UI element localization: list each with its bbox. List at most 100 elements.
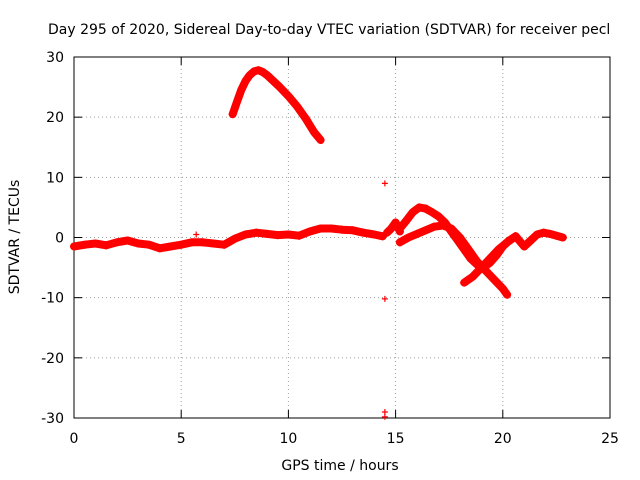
series-main-band (70, 224, 387, 253)
data-point (498, 284, 507, 293)
data-point (359, 228, 368, 237)
grid-lines (74, 57, 610, 418)
data-point (413, 229, 422, 238)
axis-ticks: 0 5 10 15 20 25 -30 -20 -10 0 10 20 30 (41, 50, 619, 447)
data-point (408, 208, 417, 217)
data-point (198, 238, 207, 247)
data-point (348, 226, 357, 235)
data-point (292, 102, 301, 111)
y-tick-label: 30 (46, 50, 64, 66)
data-point (187, 238, 196, 247)
data-point (209, 239, 218, 248)
data-point (230, 234, 239, 243)
y-tick-label: 10 (46, 170, 64, 186)
data-point (434, 212, 443, 221)
data-point (134, 239, 143, 248)
data-point (228, 110, 237, 119)
data-point (473, 257, 482, 266)
data-point (310, 128, 319, 137)
series-high-arc (228, 66, 325, 145)
data-point (316, 224, 325, 233)
data-point (237, 86, 246, 95)
data-point (438, 221, 447, 230)
y-tick-label: 0 (55, 231, 64, 247)
data-point (327, 224, 336, 233)
data-point (262, 229, 271, 238)
data-point (533, 230, 542, 239)
data-point (284, 230, 293, 239)
data-point (241, 230, 250, 239)
data-point (273, 231, 282, 240)
chart-title: Day 295 of 2020, Sidereal Day-to-day VTE… (48, 22, 610, 38)
series-lower-arc (395, 221, 512, 299)
data-point (102, 241, 111, 250)
data-point (520, 242, 529, 251)
data-point (112, 238, 121, 247)
data-point (370, 230, 379, 239)
data-point (245, 71, 254, 80)
data-point (155, 244, 164, 253)
data-point (430, 222, 439, 231)
x-tick-label: 10 (279, 431, 297, 447)
data-point (383, 228, 392, 237)
data-point (381, 180, 388, 187)
data-point (428, 208, 437, 217)
data-point (490, 275, 499, 284)
data-point (220, 240, 229, 249)
data-point (494, 245, 503, 254)
data-point (250, 67, 259, 76)
x-tick-label: 25 (601, 431, 619, 447)
data-point (232, 98, 241, 107)
x-tick-label: 15 (387, 431, 405, 447)
data-point (284, 92, 293, 101)
data-point (145, 240, 154, 249)
data-point (421, 226, 430, 235)
series-band (70, 224, 387, 253)
data-point (402, 216, 411, 225)
data-point (391, 218, 400, 227)
data-point (80, 240, 89, 249)
data-point (258, 68, 267, 77)
data-point (503, 290, 512, 299)
data-point (395, 224, 404, 233)
y-tick-label: -10 (41, 291, 64, 307)
x-tick-label: 0 (70, 431, 79, 447)
data-point (262, 71, 271, 80)
data-point (316, 136, 325, 145)
data-point (295, 231, 304, 240)
y-tick-label: -20 (41, 351, 64, 367)
data-point (539, 228, 548, 237)
data-point (404, 233, 413, 242)
y-tick-label: -30 (41, 411, 64, 427)
data-point (526, 236, 535, 245)
data-point (395, 238, 404, 247)
data-point (193, 231, 200, 238)
data-point (558, 233, 567, 242)
data-point (91, 239, 100, 248)
data-point (123, 236, 132, 245)
data-point (177, 240, 186, 249)
data-point (70, 242, 78, 251)
data-point (166, 242, 175, 251)
data-point (455, 233, 464, 242)
data-point (447, 224, 456, 233)
data-point (477, 263, 486, 272)
series-rising-branch (460, 232, 520, 287)
data-point (552, 231, 561, 240)
data-point (252, 228, 261, 237)
data-point (415, 203, 424, 212)
series-band (228, 66, 325, 144)
data-point (301, 114, 310, 123)
data-point (338, 225, 346, 234)
data-points (70, 66, 567, 420)
data-point (511, 232, 520, 241)
data-point (545, 229, 554, 238)
data-point (269, 77, 278, 86)
series-outliers (193, 180, 388, 420)
data-point (381, 413, 388, 420)
data-point (381, 295, 388, 302)
data-point (460, 278, 469, 287)
data-point (275, 83, 284, 92)
series-band (395, 203, 567, 272)
